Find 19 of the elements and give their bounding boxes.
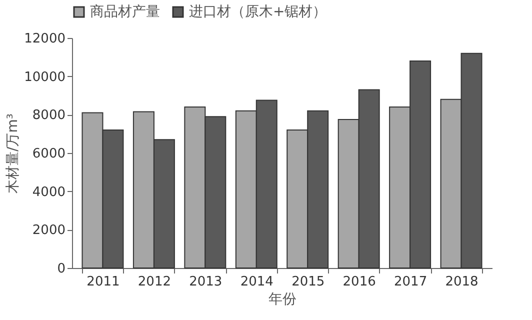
- x-tick-label: 2011: [86, 274, 120, 290]
- y-tick-label: 10000: [24, 70, 66, 85]
- y-tick-label: 2000: [32, 223, 66, 238]
- y-tick-label: 12000: [24, 32, 66, 46]
- x-tick-label: 2016: [342, 274, 376, 290]
- x-tick-label: 2015: [292, 274, 325, 290]
- x-tick-label: 2017: [394, 274, 428, 290]
- y-tick-label: 6000: [32, 146, 66, 162]
- x-tick-label: 2013: [189, 274, 222, 290]
- y-tick-label: 4000: [32, 184, 66, 200]
- x-axis-title: 年份: [268, 292, 296, 308]
- legend-label: 进口材（原木+锯材）: [189, 4, 327, 20]
- x-tick-label: 2014: [240, 274, 274, 290]
- x-tick-label: 2012: [138, 274, 171, 290]
- y-axis-title: 木材量/万m³: [5, 114, 22, 194]
- x-tick-label: 2018: [445, 274, 478, 290]
- y-tick-label: 0: [57, 262, 66, 276]
- y-tick-label: 8000: [32, 108, 66, 124]
- legend-label: 商品材产量: [90, 4, 160, 20]
